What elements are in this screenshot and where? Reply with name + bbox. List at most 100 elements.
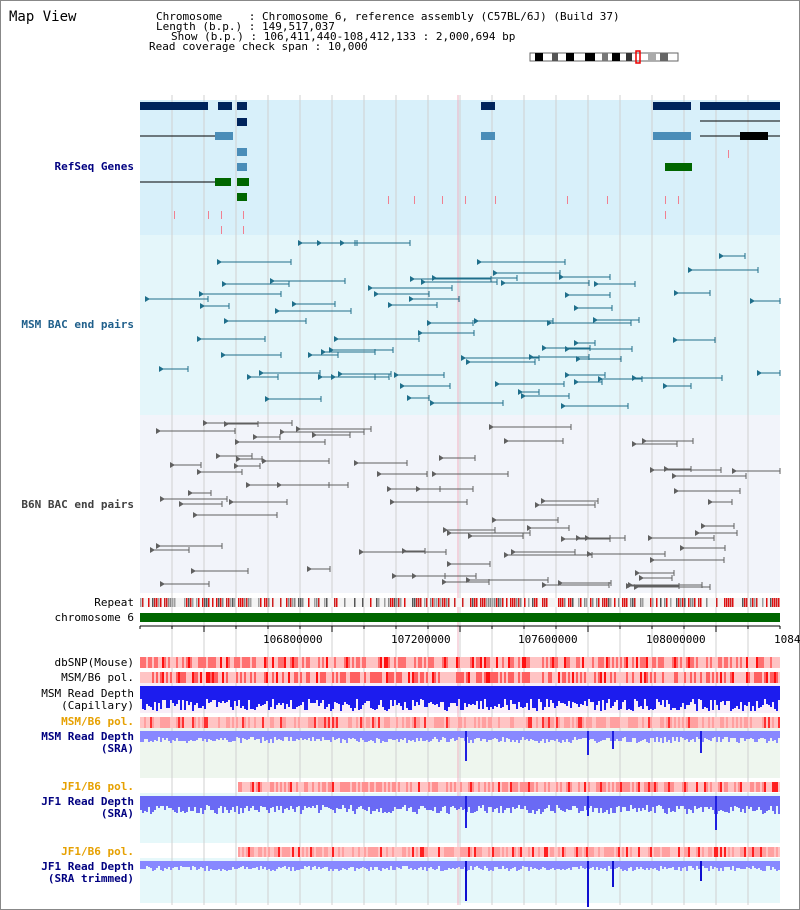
snp-density	[244, 657, 246, 668]
polymorphism-density	[440, 782, 442, 792]
read-depth-bar	[694, 796, 696, 806]
b6n-bac-pair-end	[504, 552, 509, 558]
polymorphism-density	[300, 847, 302, 857]
read-depth-bar	[226, 731, 228, 740]
polymorphism-density	[692, 782, 694, 792]
read-depth-bar	[270, 861, 272, 871]
polymorphism-density	[194, 672, 196, 683]
snp-density	[318, 657, 320, 668]
polymorphism-density	[756, 717, 758, 728]
polymorphism-density	[766, 782, 768, 792]
read-depth-bar	[302, 686, 304, 702]
snp-density	[674, 657, 676, 668]
polymorphism-density	[368, 782, 370, 792]
msm-bac-pair-end	[224, 318, 229, 324]
polymorphism-density	[406, 717, 408, 728]
read-depth-bar	[594, 686, 596, 710]
read-depth-bar	[696, 686, 698, 711]
read-depth-bar	[398, 861, 400, 868]
polymorphism-density	[616, 717, 618, 728]
read-depth-bar	[600, 796, 602, 808]
snp-density	[476, 657, 478, 668]
read-depth-bar	[708, 796, 710, 809]
read-depth-bar	[778, 796, 780, 814]
read-depth-bar	[274, 861, 276, 871]
read-depth-bar	[276, 731, 278, 740]
read-depth-bar	[448, 731, 450, 742]
snp-density	[390, 657, 392, 668]
read-depth-bar	[776, 796, 778, 806]
read-depth-bar	[552, 796, 554, 811]
repeat-feature	[730, 598, 732, 607]
read-depth-bar	[200, 861, 202, 867]
snp-density	[286, 657, 288, 668]
repeat-feature	[448, 598, 450, 607]
polymorphism-density	[774, 717, 776, 728]
polymorphism-density	[224, 717, 226, 728]
read-depth-bar	[398, 686, 400, 703]
read-depth-bar	[154, 686, 156, 702]
polymorphism-density	[658, 847, 660, 857]
polymorphism-density	[626, 717, 628, 728]
read-depth-bar	[736, 861, 738, 868]
read-depth-bar	[608, 861, 610, 866]
read-depth-bar	[272, 796, 274, 807]
repeat-feature	[746, 598, 748, 607]
read-depth-bar	[192, 861, 194, 866]
polymorphism-density	[376, 847, 378, 857]
polymorphism-density	[196, 717, 198, 728]
read-depth-bar	[284, 686, 286, 709]
track-label-refseq[interactable]: RefSeq Genes	[54, 160, 134, 173]
read-depth-bar	[388, 686, 390, 709]
repeat-feature	[394, 598, 396, 607]
repeat-feature	[742, 598, 744, 607]
read-depth-bar	[400, 731, 402, 739]
read-depth-bar	[480, 686, 482, 701]
repeat-feature	[684, 598, 686, 607]
track-label-msm-bac[interactable]: MSM BAC end pairs	[21, 318, 134, 331]
read-depth-bar	[760, 686, 762, 707]
repeat-feature	[776, 598, 778, 607]
read-depth-bar	[440, 686, 442, 702]
polymorphism-density	[354, 847, 356, 857]
polymorphism-density	[738, 847, 740, 857]
read-depth-bar	[476, 686, 478, 701]
polymorphism-density	[310, 847, 312, 857]
polymorphism-density	[318, 782, 320, 792]
read-depth-bar	[460, 861, 462, 869]
read-depth-bar	[632, 686, 634, 711]
track-label-b6n-bac[interactable]: B6N BAC end pairs	[21, 498, 134, 511]
read-depth-bar	[738, 731, 740, 743]
polymorphism-density	[590, 672, 592, 683]
b6n-bac-pair-end	[648, 535, 653, 541]
read-depth-bar	[324, 686, 326, 709]
polymorphism-density	[598, 672, 600, 683]
polymorphism-density	[412, 717, 414, 728]
repeat-feature	[586, 598, 588, 607]
read-depth-bar	[542, 861, 544, 867]
read-depth-bar	[336, 796, 338, 808]
polymorphism-density	[512, 782, 514, 792]
polymorphism-density	[484, 672, 486, 683]
polymorphism-density	[178, 717, 180, 728]
msm-bac-pair-end	[574, 340, 579, 346]
read-depth-bar	[194, 731, 196, 741]
polymorphism-density	[498, 672, 500, 683]
read-depth-bar	[442, 686, 444, 702]
polymorphism-density	[336, 847, 338, 857]
read-depth-bar	[574, 686, 576, 703]
read-depth-bar	[582, 796, 584, 811]
repeat-feature	[584, 598, 586, 607]
repeat-feature	[676, 598, 678, 607]
read-depth-bar	[334, 731, 336, 740]
polymorphism-density	[396, 672, 398, 683]
polymorphism-density	[296, 672, 298, 683]
read-depth-bar	[152, 686, 154, 710]
read-depth-bar	[594, 861, 596, 870]
snp-density	[456, 657, 458, 668]
gene-marker	[221, 211, 222, 219]
snp-density	[512, 657, 514, 668]
polymorphism-density	[444, 672, 446, 683]
read-depth-bar	[638, 796, 640, 808]
polymorphism-density	[370, 782, 372, 792]
